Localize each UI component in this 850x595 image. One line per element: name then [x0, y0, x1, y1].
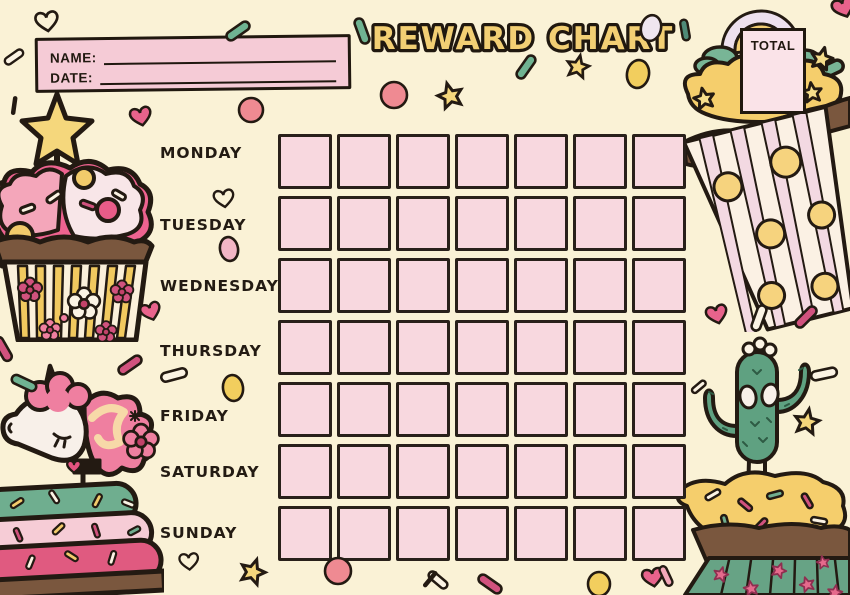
grid-cell[interactable]: [396, 382, 450, 437]
sprinkle-icon: [158, 365, 190, 385]
oval-icon: [625, 58, 651, 90]
grid-cell[interactable]: [632, 506, 686, 561]
oval-icon: [218, 235, 240, 263]
heart-icon: [640, 565, 666, 590]
dot-icon: [323, 556, 353, 586]
heart-icon: [177, 551, 201, 572]
grid-cell[interactable]: [278, 506, 332, 561]
sprinkle-icon: [2, 46, 26, 68]
grid-cell[interactable]: [573, 134, 627, 189]
grid-cell[interactable]: [573, 444, 627, 499]
reward-grid: [278, 134, 686, 561]
grid-cell[interactable]: [337, 444, 391, 499]
grid-cell[interactable]: [396, 444, 450, 499]
grid-cell[interactable]: [514, 320, 568, 375]
day-label-friday: FRIDAY: [160, 407, 229, 425]
dash-icon: [422, 570, 438, 588]
grid-cell[interactable]: [278, 196, 332, 251]
grid-cell[interactable]: [396, 506, 450, 561]
grid-cell[interactable]: [632, 134, 686, 189]
grid-cell[interactable]: [514, 196, 568, 251]
grid-cell[interactable]: [573, 382, 627, 437]
grid-cell[interactable]: [455, 196, 509, 251]
grid-cell[interactable]: [455, 506, 509, 561]
grid-cell[interactable]: [632, 320, 686, 375]
day-label-monday: MONDAY: [160, 144, 243, 162]
grid-cell[interactable]: [278, 258, 332, 313]
grid-cell[interactable]: [514, 382, 568, 437]
oval-icon: [586, 570, 612, 595]
svg-text:REWARD CHART: REWARD CHART: [372, 21, 675, 57]
date-input-line[interactable]: [99, 65, 337, 86]
grid-cell[interactable]: [514, 444, 568, 499]
grid-cell[interactable]: [632, 196, 686, 251]
grid-cell[interactable]: [278, 134, 332, 189]
grid-cell[interactable]: [455, 258, 509, 313]
sprinkle-icon: [475, 571, 505, 595]
cupcake-star-illustration: [0, 91, 155, 342]
day-label-thursday: THURSDAY: [160, 342, 262, 360]
grid-cell[interactable]: [278, 444, 332, 499]
star-icon: [236, 554, 270, 588]
grid-cell[interactable]: [396, 134, 450, 189]
rainbow-cupcake-illustration: [681, 9, 850, 332]
total-label: TOTAL: [750, 38, 796, 53]
grid-cell[interactable]: [396, 196, 450, 251]
grid-cell[interactable]: [396, 320, 450, 375]
day-label-tuesday: TUESDAY: [160, 216, 247, 234]
day-label-saturday: SATURDAY: [160, 463, 260, 481]
grid-cell[interactable]: [455, 320, 509, 375]
page-title: REWARD CHART: [368, 18, 675, 61]
grid-cell[interactable]: [573, 506, 627, 561]
grid-cell[interactable]: [278, 382, 332, 437]
name-label: NAME:: [49, 50, 97, 66]
grid-cell[interactable]: [514, 134, 568, 189]
grid-cell[interactable]: [337, 196, 391, 251]
name-date-panel: NAME: DATE:: [34, 34, 352, 93]
grid-cell[interactable]: [455, 382, 509, 437]
grid-cell[interactable]: [337, 320, 391, 375]
heart-icon: [33, 9, 61, 34]
oval-icon: [221, 373, 245, 403]
total-panel: TOTAL: [740, 28, 806, 114]
unicorn-cake-illustration: [0, 363, 164, 595]
grid-cell[interactable]: [514, 258, 568, 313]
sprinkle-icon: [425, 568, 451, 592]
dot-icon: [237, 96, 265, 124]
grid-cell[interactable]: [632, 444, 686, 499]
grid-cell[interactable]: [337, 258, 391, 313]
grid-cell[interactable]: [573, 196, 627, 251]
cactus-cupcake-illustration: [675, 336, 850, 595]
day-label-wednesday: WEDNESDAY: [160, 277, 279, 295]
grid-cell[interactable]: [632, 258, 686, 313]
grid-cell[interactable]: [455, 444, 509, 499]
grid-cell[interactable]: [337, 134, 391, 189]
grid-cell[interactable]: [455, 134, 509, 189]
grid-cell[interactable]: [514, 506, 568, 561]
heart-icon: [211, 187, 237, 210]
date-label: DATE:: [50, 70, 94, 86]
star-icon: [433, 78, 467, 111]
grid-cell[interactable]: [632, 382, 686, 437]
grid-cell[interactable]: [337, 506, 391, 561]
grid-cell[interactable]: [278, 320, 332, 375]
day-label-sunday: SUNDAY: [160, 524, 238, 542]
grid-cell[interactable]: [573, 258, 627, 313]
grid-cell[interactable]: [573, 320, 627, 375]
dot-icon: [379, 80, 409, 110]
grid-cell[interactable]: [396, 258, 450, 313]
grid-cell[interactable]: [337, 382, 391, 437]
